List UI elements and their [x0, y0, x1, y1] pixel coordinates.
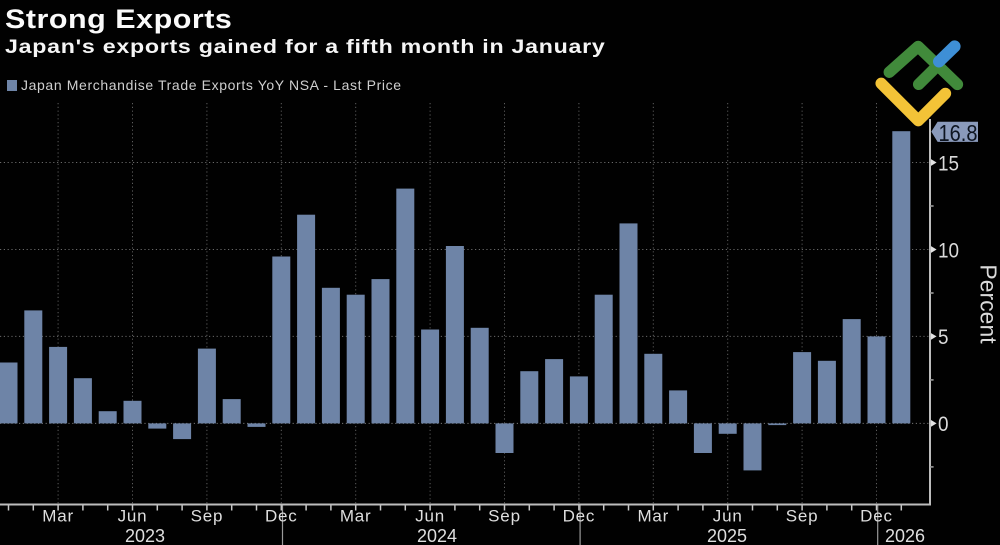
svg-text:16.8: 16.8 — [939, 120, 978, 147]
svg-text:2023: 2023 — [125, 526, 165, 545]
svg-text:2025: 2025 — [707, 526, 747, 545]
svg-text:Mar: Mar — [637, 507, 669, 526]
svg-text:Percent: Percent — [976, 264, 1000, 344]
svg-text:Jun: Jun — [713, 507, 743, 526]
svg-text:15: 15 — [938, 152, 959, 175]
svg-text:2026: 2026 — [885, 526, 925, 545]
svg-text:Dec: Dec — [860, 507, 893, 526]
svg-text:2024: 2024 — [417, 526, 457, 545]
svg-text:0: 0 — [938, 413, 949, 436]
svg-text:Jun: Jun — [118, 507, 148, 526]
svg-text:Sep: Sep — [191, 507, 224, 526]
svg-text:Mar: Mar — [340, 507, 372, 526]
svg-text:10: 10 — [938, 239, 959, 262]
svg-text:Sep: Sep — [488, 507, 521, 526]
svg-text:Dec: Dec — [265, 507, 298, 526]
svg-text:Sep: Sep — [786, 507, 819, 526]
svg-text:Mar: Mar — [42, 507, 74, 526]
svg-text:Jun: Jun — [415, 507, 445, 526]
svg-text:5: 5 — [938, 326, 949, 349]
svg-text:Dec: Dec — [563, 507, 596, 526]
